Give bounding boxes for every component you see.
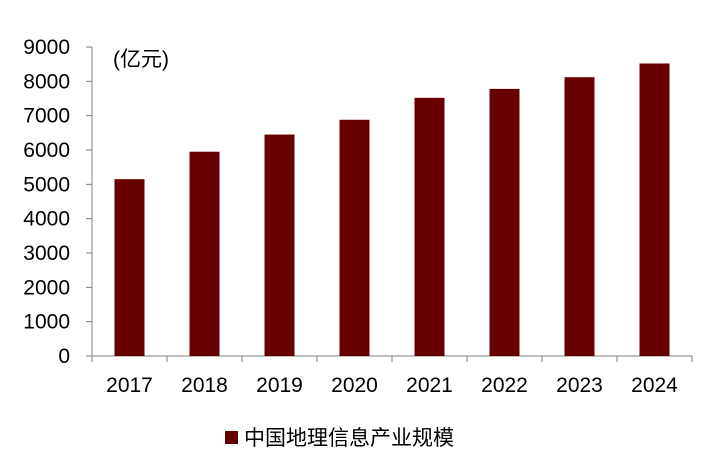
bar-2021 xyxy=(414,97,445,357)
y-tick-label: 7000 xyxy=(23,105,70,128)
y-axis: 0 1000 2000 3000 4000 5000 6000 7000 8000 9000 xyxy=(23,36,93,368)
bar-2023 xyxy=(564,77,595,357)
x-tick-label: 2018 xyxy=(181,374,228,397)
x-ticks xyxy=(91,356,693,362)
y-tick-label: 6000 xyxy=(23,139,70,162)
y-tick-label: 0 xyxy=(58,345,70,368)
bar-2018 xyxy=(189,151,220,356)
x-axis: 2017 2018 2019 2020 2021 2022 2023 2024 xyxy=(91,355,693,397)
y-tick-label: 4000 xyxy=(23,208,70,231)
x-tick-label: 2019 xyxy=(256,374,303,397)
unit-label: (亿元) xyxy=(113,48,169,71)
x-tick-label: 2020 xyxy=(331,374,378,397)
x-tick-label: 2021 xyxy=(406,374,453,397)
y-tick-label: 3000 xyxy=(23,242,70,265)
y-tick-label: 1000 xyxy=(23,311,70,334)
bar-2022 xyxy=(489,88,520,357)
bar-2017 xyxy=(114,179,145,356)
y-ticks xyxy=(86,46,92,357)
legend-label: 中国地理信息产业规模 xyxy=(244,427,454,450)
legend-swatch xyxy=(225,431,238,444)
y-tick-label: 9000 xyxy=(23,36,70,59)
legend: 中国地理信息产业规模 xyxy=(225,427,454,450)
y-tick-label: 8000 xyxy=(23,70,70,93)
x-tick-label: 2024 xyxy=(631,374,678,397)
bars xyxy=(114,63,670,357)
x-tick-label: 2017 xyxy=(106,374,153,397)
bar-2024 xyxy=(639,63,670,356)
bar-2020 xyxy=(339,119,370,356)
x-tick-label: 2023 xyxy=(556,374,603,397)
y-tick-labels: 0 1000 2000 3000 4000 5000 6000 7000 8000 9000 xyxy=(23,36,70,368)
bar-2019 xyxy=(264,134,295,356)
y-tick-label: 5000 xyxy=(23,173,70,196)
y-tick-label: 2000 xyxy=(23,276,70,299)
x-tick-label: 2022 xyxy=(481,374,528,397)
x-tick-labels: 2017 2018 2019 2020 2021 2022 2023 2024 xyxy=(106,374,678,397)
